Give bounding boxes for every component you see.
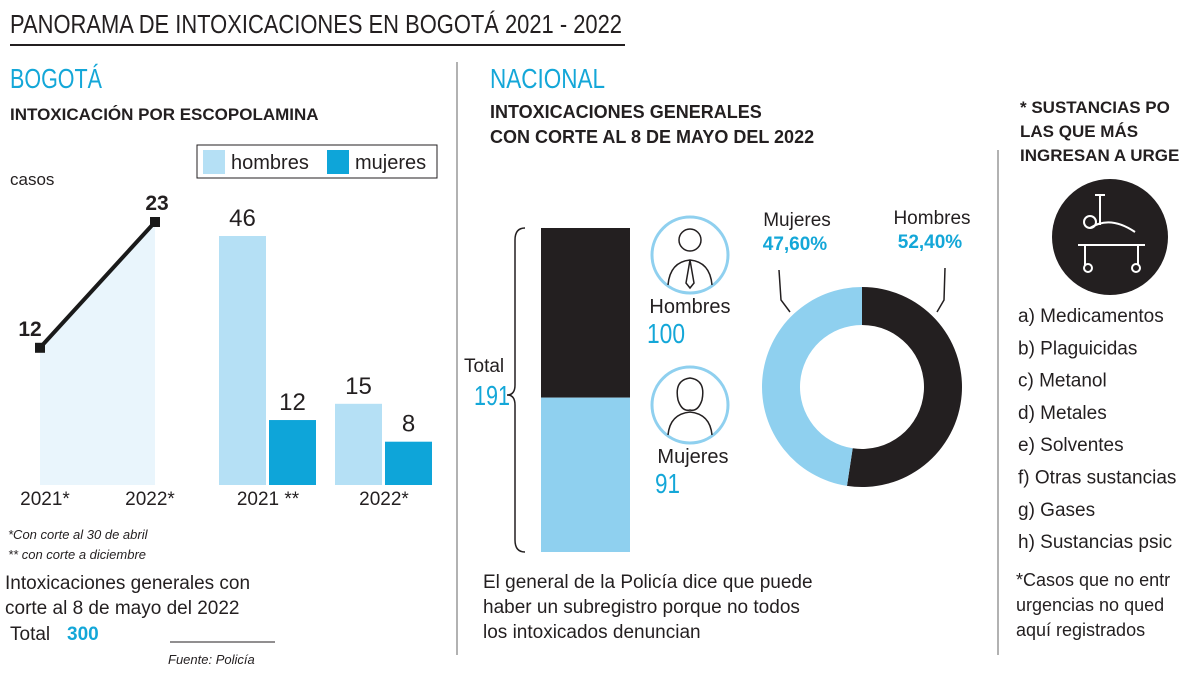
bar (219, 236, 266, 485)
list-note: urgencias no qued (1016, 595, 1164, 615)
pointer (778, 267, 946, 313)
value-label: 46 (229, 205, 256, 232)
y-axis-label: casos (10, 170, 54, 189)
marker (35, 342, 45, 353)
total-value: 191 (474, 380, 510, 411)
total-value: 300 (67, 624, 99, 645)
brace (506, 227, 526, 553)
stretcher-icon (1052, 179, 1168, 295)
comment: los intoxicados denuncian (483, 622, 701, 643)
section-subtitle: INTOXICACIONES GENERALES (490, 102, 762, 122)
page-title: PANORAMA DE INTOXICACIONES EN BOGOTÁ 202… (10, 9, 622, 39)
list-item: a) Medicamentos (1018, 306, 1164, 327)
value-label: 12 (18, 318, 41, 341)
note: *Con corte al 30 de abril (8, 527, 149, 542)
section-subtitle: INTOXICACIÓN POR ESCOPOLAMINA (10, 105, 319, 124)
slice-label: Hombres (893, 208, 970, 229)
bar-segment (541, 397, 630, 552)
list-title: INGRESAN A URGE (1020, 146, 1179, 165)
list-item: c) Metanol (1018, 371, 1107, 392)
x-tick-label: 2021 ** (237, 489, 300, 510)
total-label: Total (464, 356, 504, 377)
legend-swatch (327, 150, 349, 174)
area (40, 222, 155, 485)
section-subtitle: CON CORTE AL 8 DE MAYO DEL 2022 (490, 127, 814, 147)
woman-icon (650, 365, 730, 445)
legend-label: hombres (231, 152, 309, 174)
line (38, 220, 157, 350)
bar (385, 441, 432, 485)
list-note: aquí registrados (1016, 620, 1145, 640)
summary: Intoxicaciones generales con (5, 573, 250, 594)
value-label: 23 (145, 192, 168, 215)
list-item: g) Gases (1018, 500, 1095, 521)
bar (269, 420, 316, 485)
man-icon (650, 215, 730, 295)
legend-label: mujeres (355, 152, 426, 174)
list-item: f) Otras sustancias (1018, 468, 1176, 489)
bar (335, 403, 382, 485)
x-tick-label: 2022* (125, 489, 175, 510)
segment-value: 91 (655, 468, 680, 499)
list-note: *Casos que no entr (1016, 570, 1170, 590)
slice-label: Mujeres (763, 210, 831, 231)
slice-value: 47,60% (763, 234, 828, 255)
note: ** con corte a diciembre (8, 547, 146, 562)
segment-label: Hombres (649, 296, 730, 318)
total-label: Total (10, 624, 50, 645)
donut-slice (762, 287, 862, 486)
marker (150, 217, 160, 227)
list-title: * SUSTANCIAS PO (1020, 98, 1170, 117)
value-label: 8 (402, 411, 415, 438)
value-label: 15 (345, 373, 372, 400)
list-title: LAS QUE MÁS (1020, 122, 1138, 141)
x-tick-label: 2022* (359, 489, 409, 510)
comment: haber un subregistro porque no todos (483, 597, 800, 618)
list-item: d) Metales (1018, 403, 1107, 424)
section-heading: BOGOTÁ (10, 63, 102, 94)
donut-slice (846, 286, 963, 488)
legend-box (196, 144, 438, 179)
segment-label: Mujeres (657, 446, 728, 468)
value-label: 12 (279, 389, 306, 416)
segment-value: 100 (647, 318, 685, 349)
section-heading: NACIONAL (490, 63, 605, 94)
slice-value: 52,40% (898, 232, 963, 253)
bar-segment (541, 228, 630, 398)
list-item: b) Plaguicidas (1018, 338, 1137, 359)
summary: corte al 8 de mayo del 2022 (5, 598, 240, 619)
list-item: e) Solventes (1018, 435, 1124, 456)
list-item: h) Sustancias psic (1018, 532, 1172, 553)
legend-swatch (203, 150, 225, 174)
source: Fuente: Policía (168, 652, 255, 667)
x-tick-label: 2021* (20, 489, 70, 510)
comment: El general de la Policía dice que puede (483, 572, 813, 593)
